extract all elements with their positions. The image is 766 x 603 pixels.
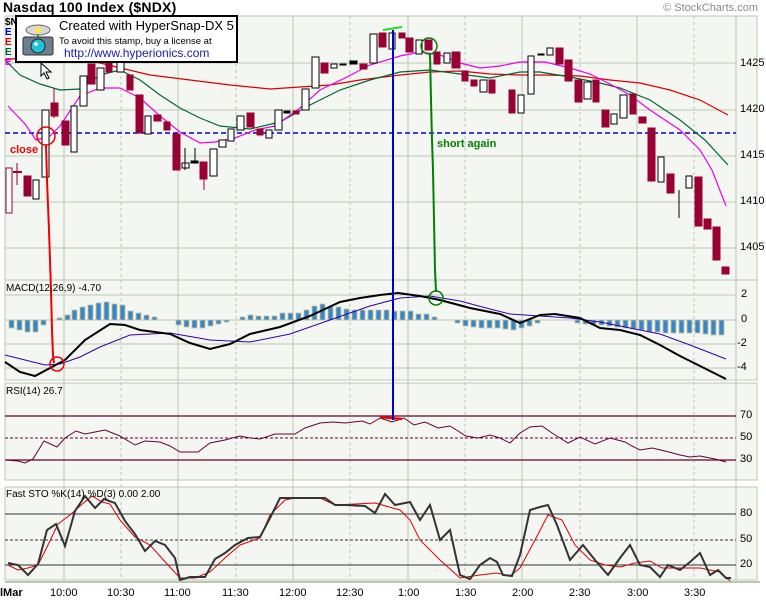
vertical-grid-dashed [120, 16, 695, 580]
price-ytick: 1415 [740, 149, 765, 161]
copyright-text: © StockCharts.com [663, 2, 758, 14]
annotation-short-again-label: short again [437, 138, 497, 150]
price-ytick: 1420 [740, 103, 765, 115]
rsi-label: RSI(14) 26.7 [6, 386, 63, 397]
macd-histogram [8, 301, 725, 336]
sto-ytick: 50 [740, 533, 753, 545]
macd-ytick: 0 [741, 313, 748, 325]
legend-ema-blue: E [5, 27, 12, 38]
xtick-date: lMar [0, 587, 23, 599]
macd-signal-line [4, 295, 727, 366]
xtick: 3:00 [627, 587, 649, 599]
sto-ytick: 80 [740, 507, 753, 519]
price-ytick: 1410 [740, 195, 765, 207]
candlesticks [5, 32, 730, 275]
xtick: 12:30 [336, 587, 364, 599]
stamp-line-2: To avoid this stamp, buy a license at [59, 36, 212, 47]
chart-title: Nasdaq 100 Index ($NDX) [3, 0, 177, 15]
sto-k-line [7, 492, 731, 582]
xtick: 11:30 [222, 587, 249, 599]
xtick: 10:30 [107, 587, 135, 599]
rsi-line [4, 417, 727, 464]
hypersnap-stamp: Created with HyperSnap-DX 5 To avoid thi… [15, 15, 238, 63]
xtick: 2:30 [569, 587, 591, 599]
annotation-close-marker [36, 126, 65, 372]
mouse-cursor-icon [40, 62, 53, 80]
legend-ema-red: E [5, 37, 12, 48]
legend-ema-green: E [5, 47, 12, 58]
rsi-ytick: 70 [740, 409, 753, 421]
sto-label: Fast STO %K(14) %D(3) 0.00 2.00 [6, 489, 161, 500]
annotation-close-label: close [10, 144, 39, 156]
macd-ytick: -4 [737, 361, 747, 373]
stamp-line-1: Created with HyperSnap-DX 5 [59, 18, 234, 33]
xtick: 2:00 [512, 587, 534, 599]
rsi-ytick: 30 [740, 453, 753, 465]
stamp-link[interactable]: http://www.hyperionics.com [64, 46, 210, 60]
ema-red-line [4, 54, 729, 116]
xtick: 1:00 [398, 587, 420, 599]
xtick: 10:00 [50, 587, 78, 599]
rsi-reference-lines [5, 415, 736, 461]
xtick: 11:00 [164, 587, 191, 599]
rsi-highlight-mark [379, 415, 403, 421]
price-ytick: 1405 [740, 241, 765, 253]
xtick: 12:00 [279, 587, 307, 599]
annotation-top-marker [382, 26, 403, 420]
macd-label: MACD(12,26,9) -4.70 [6, 283, 102, 294]
macd-line [4, 291, 727, 380]
annotation-short-again-marker [420, 37, 444, 306]
sto-ytick: 20 [740, 558, 753, 570]
xtick: 3:30 [684, 587, 706, 599]
rsi-ytick: 50 [740, 431, 753, 443]
legend-ema-magenta: E [5, 57, 12, 68]
macd-ytick: 2 [741, 288, 748, 300]
legend-symbol: $N [5, 17, 18, 28]
xtick: 1:30 [455, 587, 477, 599]
price-ytick: 1425 [740, 57, 765, 69]
macd-ytick: -2 [737, 337, 747, 349]
price-grid [5, 62, 736, 249]
camera-icon [22, 24, 54, 56]
